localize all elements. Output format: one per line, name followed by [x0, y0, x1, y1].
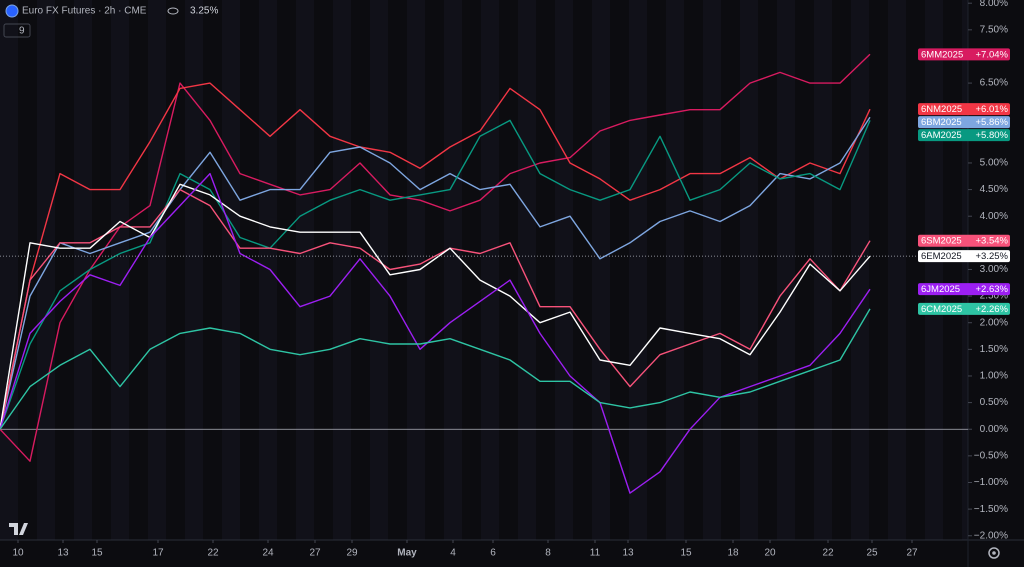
y-tick-label: 4.00% [980, 211, 1008, 222]
series-line [0, 116, 871, 430]
tag-box [918, 302, 1010, 315]
series-tag: 6MM2025 +7.04% [918, 48, 1010, 60]
y-tick-label: −0.50% [974, 450, 1008, 461]
value-label: +3.25% [976, 251, 1009, 262]
x-tick-label: 22 [822, 548, 834, 559]
series-line [0, 82, 871, 430]
series-tag: 6CM2025 +2.26% [918, 302, 1010, 315]
value-label: +6.01% [976, 104, 1009, 115]
settings-icon[interactable] [988, 547, 1000, 559]
x-tick-label: 10 [12, 548, 24, 559]
y-tick-label: 7.50% [980, 24, 1008, 35]
indicator-toggle[interactable] [3, 23, 31, 38]
y-tick-label: 8.00% [980, 0, 1008, 9]
tag-box [918, 116, 1010, 129]
series-tag: 6EM2025 +3.25% [918, 250, 1010, 262]
x-tick-label: 13 [622, 548, 634, 559]
y-tick-label: 0.50% [980, 397, 1008, 408]
session-bands [0, 0, 968, 540]
x-tick-label: 24 [262, 548, 274, 559]
y-tick-label: 1.00% [980, 371, 1008, 382]
y-tick-label: −2.00% [974, 530, 1008, 541]
x-tick-label: 6 [490, 548, 496, 559]
value-label: +5.80% [976, 130, 1009, 141]
tag-box [918, 103, 1010, 116]
value-label: +2.26% [976, 304, 1009, 315]
x-tick-label: 25 [866, 548, 878, 559]
x-tick-label: 27 [309, 548, 321, 559]
x-tick-label: 8 [545, 548, 551, 559]
value-label: +2.63% [976, 284, 1009, 295]
series-tag: 6NM2025 +6.01% [918, 103, 1010, 115]
legend-label: 6MM2025 [921, 49, 963, 60]
legend-label: 6SM2025 [921, 236, 962, 247]
y-tick-label: −1.00% [974, 477, 1008, 488]
legend-label: 6JM2025 [921, 284, 960, 295]
y-tick-label: 3.00% [980, 264, 1008, 275]
series-tag: 6SM2025 +3.54% [918, 234, 1010, 247]
x-tick-label: 15 [91, 548, 103, 559]
series-tag: 6BM2025 +5.86% [918, 116, 1010, 128]
y-tick-label: 5.00% [980, 158, 1008, 169]
y-tick-label: 2.50% [980, 291, 1008, 302]
series-line [0, 308, 871, 430]
y-tick-label: 1.50% [980, 344, 1008, 355]
value-label: +7.04% [976, 49, 1009, 60]
series-line [0, 183, 871, 430]
tag-box [918, 234, 1010, 247]
tag-box [918, 129, 1010, 142]
x-tick-label: 17 [152, 548, 164, 559]
series-tag: 6AM2025 +5.80% [918, 129, 1010, 141]
tag-box [918, 250, 1010, 263]
indicator-count: 9 [19, 26, 25, 37]
value-label: +3.54% [976, 236, 1009, 247]
y-tick-label: 0.00% [980, 424, 1008, 435]
x-tick-label: 4 [450, 548, 456, 559]
header-title: Euro FX Futures · 2h · CME [22, 6, 147, 17]
symbol-icon[interactable] [5, 4, 19, 18]
header-change: 3.25% [190, 6, 218, 17]
tag-box [918, 48, 1010, 61]
series-tag: 6JM2025 +2.63% [918, 283, 1010, 295]
x-tick-label: 15 [680, 548, 692, 559]
tag-box [918, 283, 1010, 296]
legend-label: 6EM2025 [921, 251, 962, 262]
logo[interactable] [9, 523, 28, 535]
legend-label: 6BM2025 [921, 117, 962, 128]
y-tick-label: 4.50% [980, 184, 1008, 195]
x-tick-label: 27 [906, 548, 918, 559]
y-tick-label: 6.50% [980, 78, 1008, 89]
series-line [0, 53, 871, 462]
x-tick-label: 29 [346, 548, 358, 559]
legend-label: 6AM2025 [921, 130, 962, 141]
y-tick-label: 2.00% [980, 317, 1008, 328]
visibility-icon[interactable] [167, 7, 179, 15]
x-tick-label: May [397, 548, 417, 559]
legend-label: 6NM2025 [921, 104, 962, 115]
y-tick-label: −1.50% [974, 504, 1008, 515]
x-tick-label: 13 [57, 548, 69, 559]
x-tick-label: 18 [727, 548, 739, 559]
x-tick-label: 22 [207, 548, 219, 559]
value-label: +5.86% [976, 117, 1009, 128]
legend-label: 6CM2025 [921, 304, 962, 315]
x-tick-label: 11 [590, 548, 601, 559]
settings-icon[interactable] [992, 551, 996, 555]
x-tick-label: 20 [764, 548, 776, 559]
series-line [0, 172, 871, 494]
